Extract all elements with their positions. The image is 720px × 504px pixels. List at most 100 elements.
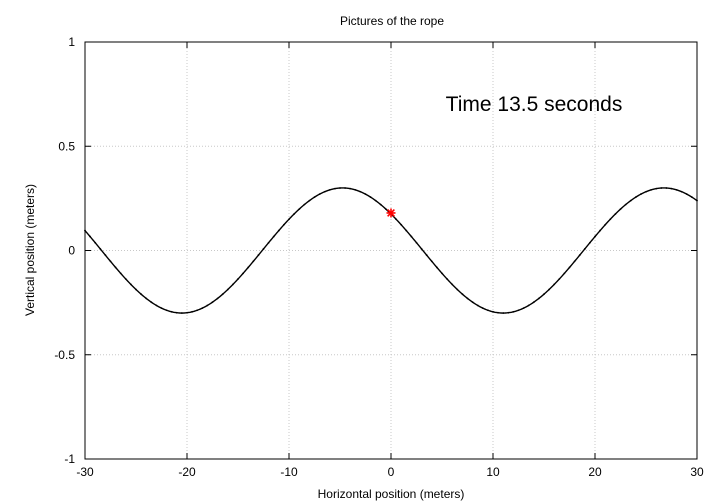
rope-point — [507, 311, 510, 314]
rope-point — [94, 241, 97, 244]
rope-point — [640, 193, 642, 196]
rope-point — [466, 297, 469, 300]
rope-point — [283, 223, 285, 226]
rope-point — [675, 188, 678, 191]
rope-point — [150, 301, 153, 304]
rope-point — [221, 293, 224, 296]
x-tick-label: -10 — [280, 465, 298, 479]
rope-point — [201, 307, 204, 310]
rope-point — [89, 235, 91, 238]
rope-point — [349, 187, 352, 190]
rope-point — [619, 208, 622, 211]
rope-point — [328, 188, 331, 191]
rope-point — [395, 218, 397, 221]
x-tick-label: -30 — [76, 465, 94, 479]
rope-point — [237, 278, 239, 280]
rope-point — [655, 187, 658, 190]
rope-point — [84, 229, 86, 232]
rope-point — [114, 266, 117, 269]
rope-point — [216, 297, 219, 300]
rope-point — [369, 196, 372, 199]
rope-point — [155, 304, 158, 307]
x-tick-label: 20 — [588, 465, 602, 479]
rope-point — [425, 254, 428, 257]
rope-point — [267, 241, 270, 244]
highlight-point-marker — [386, 208, 396, 218]
rope-point — [589, 241, 591, 244]
rope-point — [522, 307, 525, 310]
rope-point — [594, 235, 596, 238]
axis-ticks — [84, 41, 698, 460]
y-tick-label: 0.5 — [58, 139, 75, 153]
rope-point — [119, 272, 122, 275]
rope-point — [573, 260, 576, 263]
chart-title: Pictures of the rope — [340, 14, 444, 28]
rope-point — [211, 301, 214, 304]
rope-point — [563, 272, 566, 275]
rope-point — [257, 254, 260, 257]
rope-point — [175, 311, 178, 314]
rope-point — [665, 187, 668, 189]
rope-point — [650, 188, 652, 191]
rope-point — [140, 293, 143, 296]
rope-point — [660, 187, 663, 189]
rope-point — [599, 229, 601, 232]
rope-point — [696, 199, 698, 202]
x-tick-label: 30 — [690, 465, 704, 479]
rope-point — [645, 190, 647, 193]
rope-point — [109, 260, 112, 263]
rope-point — [272, 235, 275, 238]
rope-point — [104, 254, 107, 257]
rope-point — [558, 278, 561, 280]
rope-point — [206, 304, 209, 307]
rope-curve-markers — [84, 187, 698, 314]
rope-point — [685, 193, 688, 196]
rope-point — [339, 187, 341, 189]
rope-point — [420, 248, 423, 250]
rope-point — [691, 196, 693, 199]
grid-lines — [85, 42, 697, 459]
rope-point — [318, 193, 321, 196]
rope-point — [497, 311, 499, 314]
y-axis-label: Vertical position (meters) — [23, 184, 37, 316]
rope-point — [517, 309, 520, 312]
rope-point — [415, 241, 418, 244]
rope-point — [502, 312, 505, 314]
rope-point — [629, 199, 632, 202]
rope-point — [374, 199, 377, 202]
rope-point — [410, 235, 413, 238]
rope-point — [441, 272, 443, 275]
y-tick-label: -1 — [64, 452, 75, 466]
rope-point — [614, 213, 617, 215]
rope-point — [405, 229, 408, 232]
y-tick-labels: -1 -0.5 0 0.5 1 — [54, 35, 75, 466]
rope-point — [242, 272, 245, 275]
rope-point — [344, 187, 346, 189]
x-tick-label: 0 — [388, 465, 395, 479]
rope-point — [364, 193, 367, 196]
rope-point — [191, 310, 194, 313]
rope-point — [400, 223, 403, 226]
rope-point — [446, 278, 448, 280]
rope-point — [298, 208, 301, 211]
rope-point — [181, 312, 183, 314]
rope-point — [232, 283, 234, 286]
rope-point — [543, 293, 545, 296]
rope-point — [252, 260, 255, 263]
rope-point — [538, 297, 540, 300]
rope-point — [578, 254, 581, 257]
asterisk-point — [386, 208, 396, 218]
rope-point — [670, 187, 673, 190]
rope-point — [553, 283, 556, 286]
rope-point — [160, 307, 163, 310]
rope-point — [288, 218, 290, 221]
rope-point — [277, 229, 280, 232]
rope-point — [624, 203, 627, 206]
x-axis-label: Horizontal position (meters) — [318, 487, 465, 501]
rope-point — [186, 311, 188, 314]
rope-point — [303, 203, 306, 206]
x-tick-label: 10 — [486, 465, 500, 479]
rope-point — [323, 190, 326, 193]
rope-point — [226, 288, 229, 291]
